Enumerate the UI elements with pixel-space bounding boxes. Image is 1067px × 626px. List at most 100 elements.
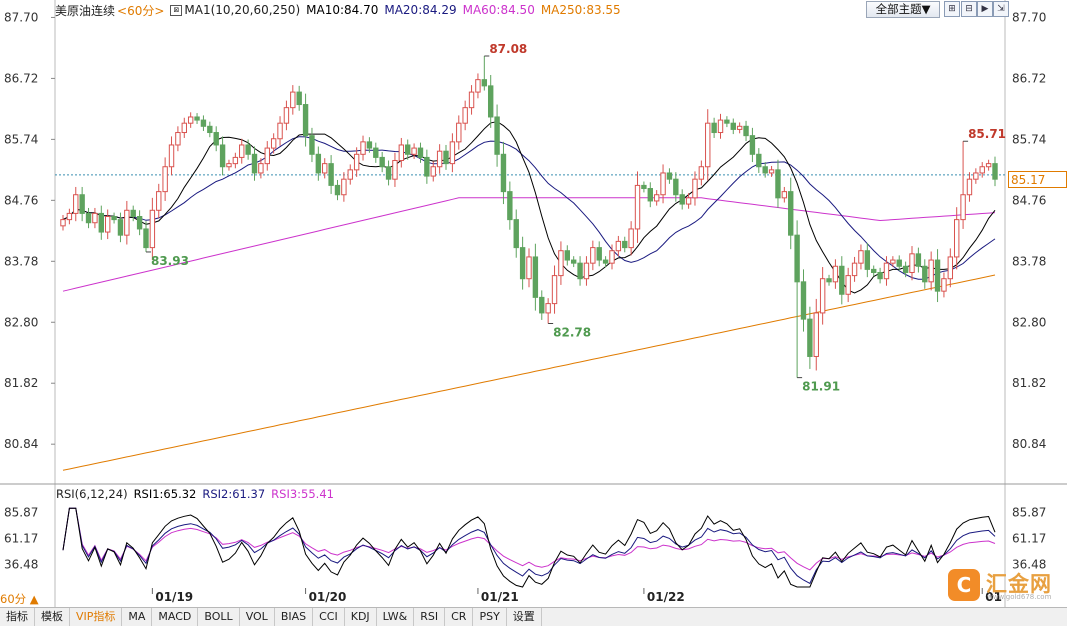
candle-up (168, 144, 175, 168)
candle-down (200, 119, 207, 127)
candle-up (551, 275, 558, 305)
play-icon[interactable]: ▶ (977, 1, 993, 17)
candle-up (92, 212, 98, 224)
candle-down (564, 250, 571, 261)
candle-down (539, 296, 545, 314)
candle-up (175, 132, 181, 146)
tab-bias[interactable]: BIAS (275, 608, 314, 626)
period-selector[interactable]: 60分 ▲ (0, 592, 39, 606)
candle-up (979, 166, 985, 174)
candle-down (756, 153, 762, 168)
tab-vip[interactable]: VIP指标 (70, 608, 123, 626)
tab-boll[interactable]: BOLL (198, 608, 240, 626)
candle-up (845, 275, 851, 295)
candle-down (666, 172, 673, 180)
ma60-label: MA60:84.50 (462, 3, 535, 17)
candle-up (851, 262, 858, 277)
candle-up (232, 156, 239, 165)
tab-cci[interactable]: CCI (313, 608, 345, 626)
candle-up (883, 262, 890, 280)
candle-down (775, 169, 781, 199)
candle-up (104, 216, 111, 233)
candle-up (66, 212, 73, 221)
candle-down (494, 116, 500, 155)
candle-down (296, 91, 302, 106)
tab-cr[interactable]: CR (445, 608, 474, 626)
candle-up (960, 194, 966, 221)
candle-up (692, 178, 698, 199)
tab-kdj[interactable]: KDJ (345, 608, 377, 626)
candle-down (902, 265, 909, 273)
brand-name: 汇金网 (986, 572, 1052, 596)
candle-up (187, 116, 194, 124)
tab-macd[interactable]: MACD (152, 608, 199, 626)
period-tag[interactable]: <60分> (117, 3, 165, 18)
candle-down (788, 191, 794, 236)
candle-up (156, 191, 162, 211)
candle-up (430, 166, 436, 177)
rsi3-line (62, 507, 996, 571)
y-tick-label-left: 81.82 (4, 376, 38, 390)
candle-up (264, 147, 270, 165)
candle-up (341, 178, 347, 196)
rsi-tick-label-left: 61.17 (4, 532, 38, 546)
candle-up (226, 163, 232, 168)
rsi-panel: 85.87 85.87 61.17 61.17 36.48 36.48 (4, 506, 1046, 572)
candle-up (475, 79, 481, 93)
candle-down (532, 256, 539, 298)
candle-down (679, 194, 685, 205)
candle-down (117, 219, 124, 236)
tab-settings[interactable]: 设置 (507, 608, 542, 626)
main-legend: 美原油连续 <60分> ⊠ MA1(10,20,60,250) MA10:84.… (55, 2, 627, 18)
rsi-tick-label-left: 85.87 (4, 506, 38, 520)
candle-down (749, 135, 756, 155)
candle-down (800, 281, 807, 320)
candle-up (698, 166, 705, 180)
candle-up (124, 209, 130, 236)
candle-up (973, 172, 979, 180)
rsi-name: RSI(6,12,24) (56, 487, 128, 501)
candle-down (871, 268, 877, 273)
tab-rsi[interactable]: RSI (414, 608, 446, 626)
y-tick-label-right: 85.74 (1012, 132, 1046, 146)
candle-down (213, 132, 219, 146)
rsi-tick-label-right: 85.87 (1012, 506, 1046, 520)
zoom-out-icon[interactable]: ⊟ (961, 1, 977, 17)
ma20-line (62, 136, 996, 280)
main-panel (0, 0, 1067, 607)
tab-vol[interactable]: VOL (240, 608, 275, 626)
candle-down (711, 122, 717, 134)
tab-indicator[interactable]: 指标 (0, 608, 35, 626)
candle-down (519, 247, 526, 280)
tab-ma[interactable]: MA (122, 608, 153, 626)
theme-button[interactable]: 全部主题▼ (866, 1, 940, 18)
x-tick-label: 01/21 (481, 590, 519, 604)
candle-up (149, 209, 156, 249)
candle-up (353, 153, 360, 171)
candle-down (98, 212, 105, 233)
candle-down (915, 253, 922, 267)
candle-up (181, 122, 187, 134)
price-axis: 87.70 87.70 86.72 86.72 85.74 85.74 84.76 84.76… (4, 10, 1046, 451)
tab-lw[interactable]: LW& (377, 608, 415, 626)
candle-up (545, 303, 551, 314)
candle-down (379, 156, 385, 168)
candle-down (934, 259, 941, 292)
candle-down (596, 247, 602, 261)
rsi1-line (62, 507, 996, 588)
candle-down (373, 147, 379, 158)
annotation-label: 87.08 (489, 42, 527, 56)
candle-up (705, 122, 711, 168)
tab-psy[interactable]: PSY (473, 608, 507, 626)
candle-down (641, 184, 647, 190)
candle-up (947, 256, 954, 280)
candle-up (609, 250, 615, 264)
candle-down (730, 122, 736, 130)
zoom-in-icon[interactable]: ⊞ (944, 1, 960, 17)
tab-template[interactable]: 模板 (35, 608, 70, 626)
scroll-end-icon[interactable]: ⇲ (993, 1, 1009, 17)
candle-up (832, 265, 839, 283)
y-tick-label-left: 82.80 (4, 315, 38, 329)
ma60-line (62, 197, 996, 292)
ma-group-label: MA1(10,20,60,250) (184, 3, 301, 17)
